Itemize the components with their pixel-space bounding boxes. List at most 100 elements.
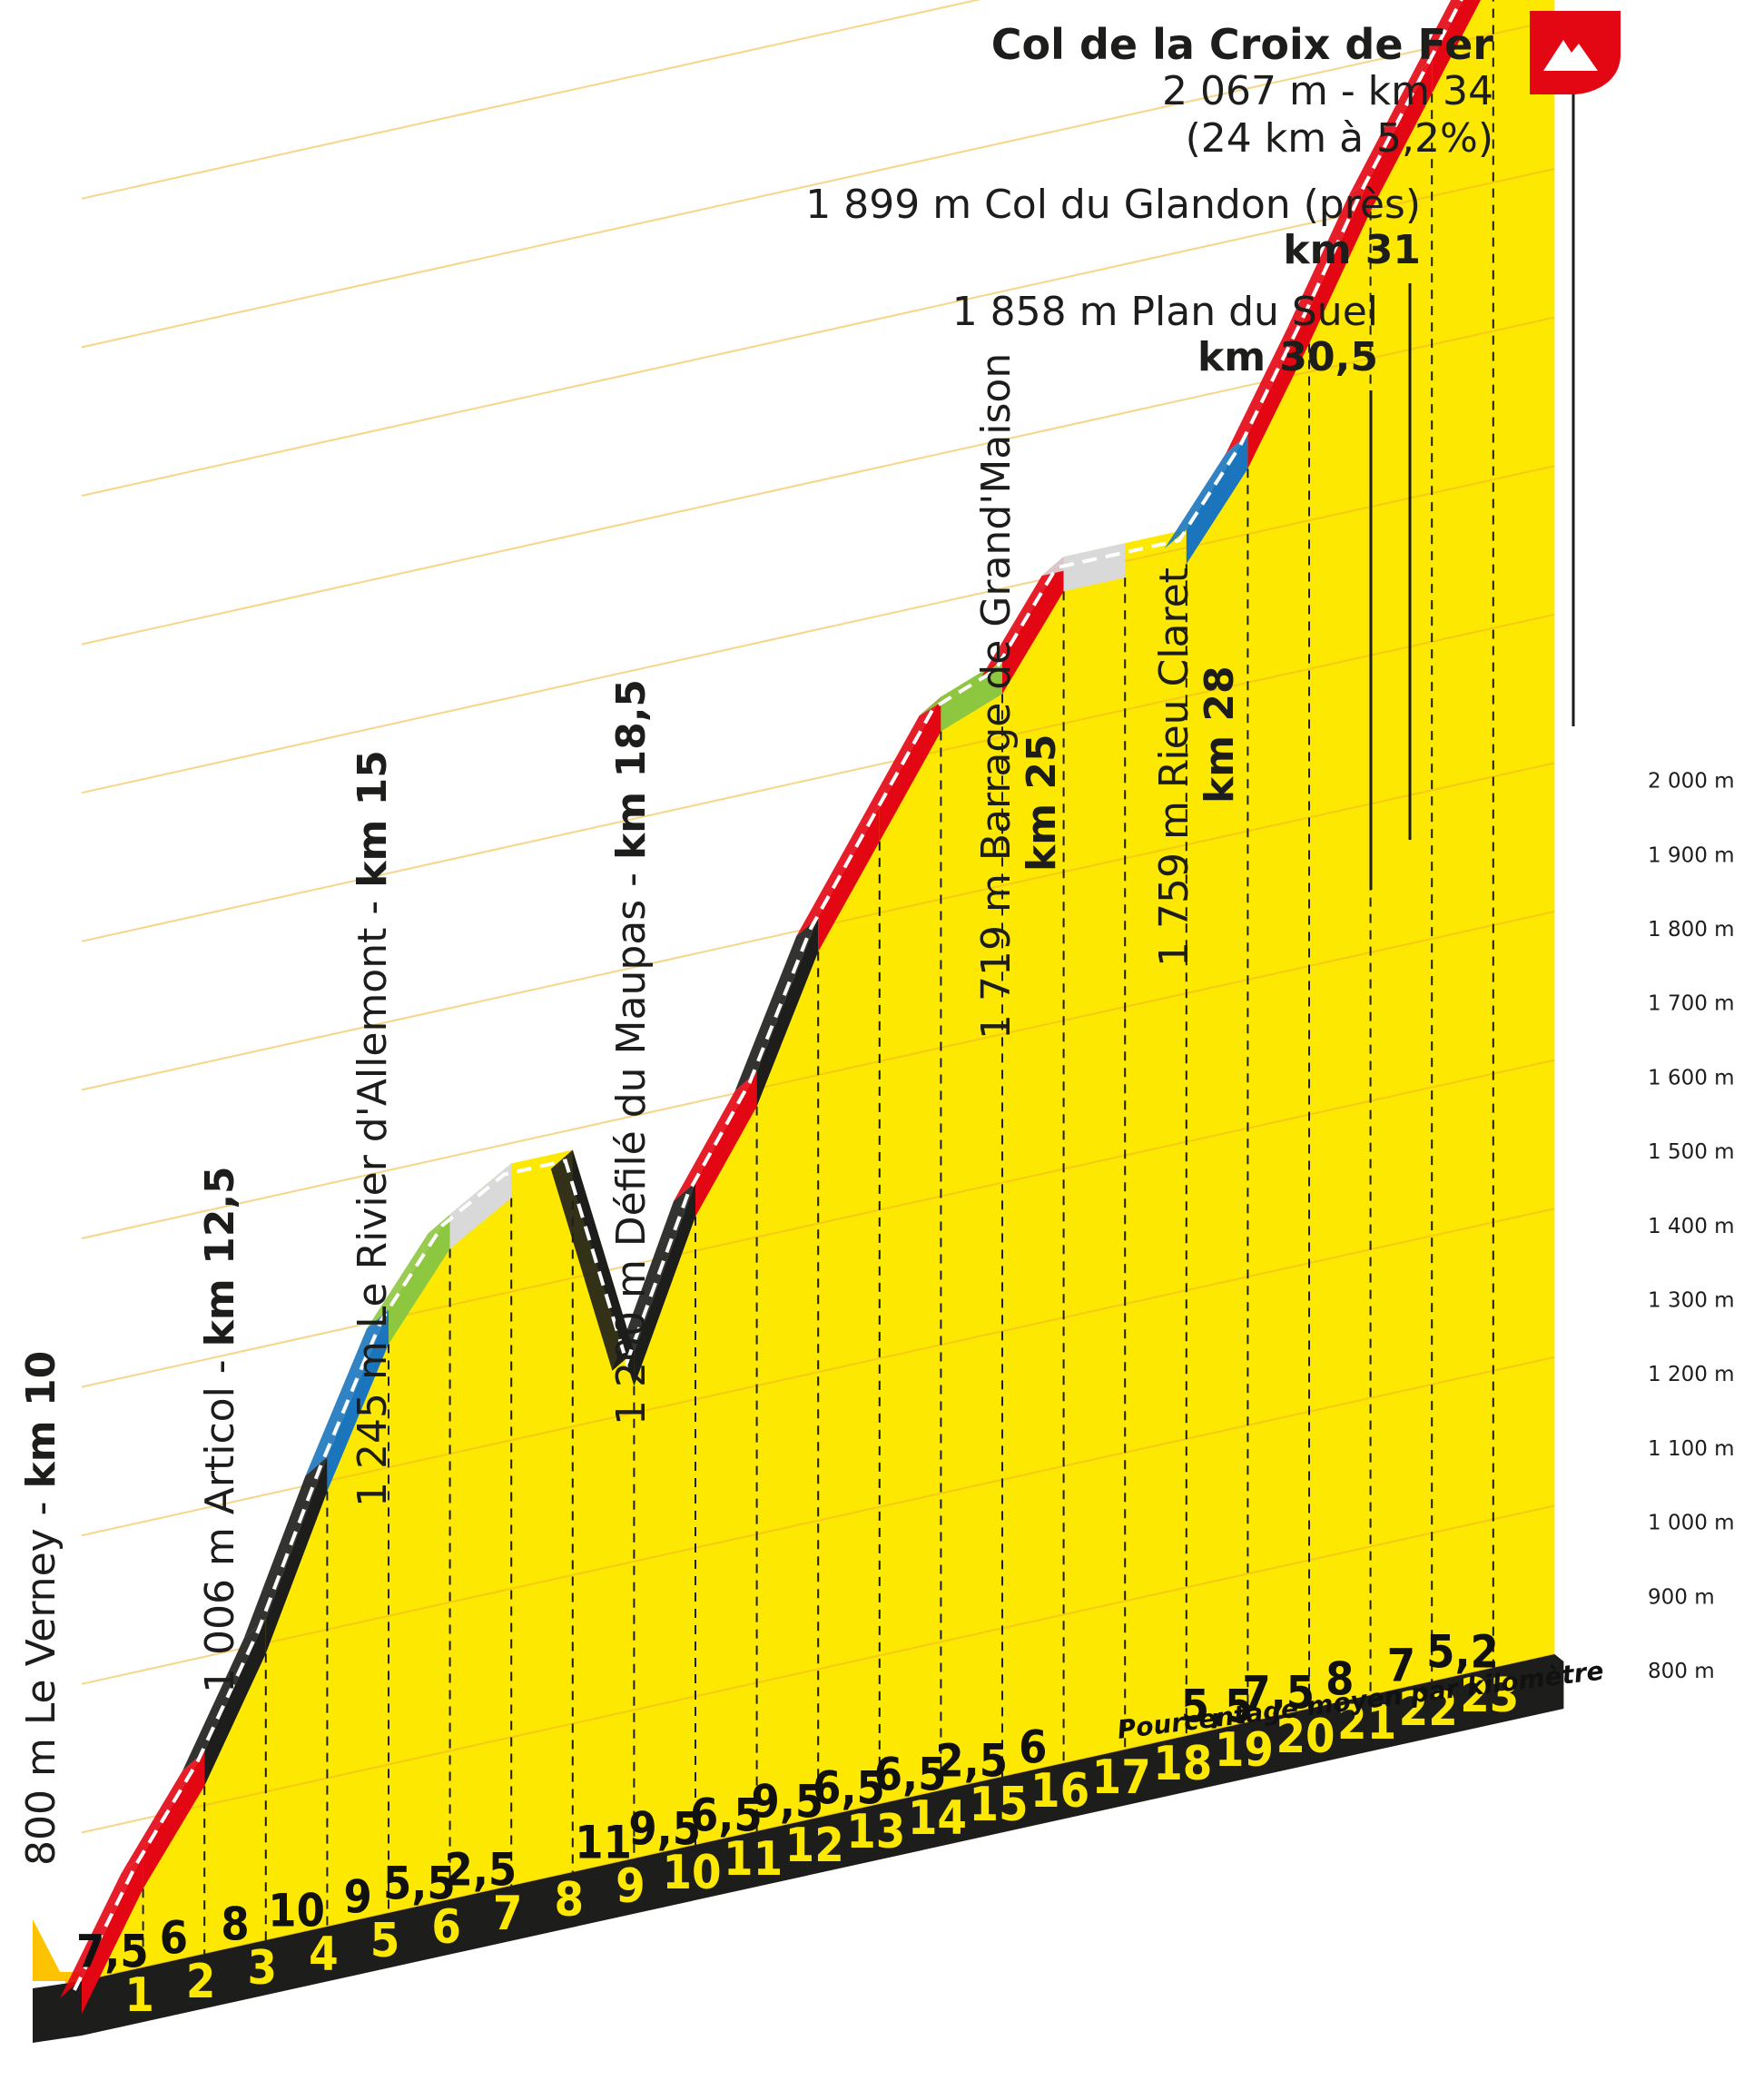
grid-line [81,465,1555,794]
road-segment [449,1163,512,1249]
road-segment [265,1456,328,1654]
y-tick-label: 1 500 m [1648,1140,1735,1164]
gradient-label: 6 [160,1912,188,1965]
road-ribbon-layer [60,0,1482,2014]
km-label: 10 [662,1846,721,1900]
road-segment [1309,176,1371,344]
centerline-layer [73,0,1463,1991]
grid-line [81,0,981,200]
annotation-articol: 1 006 m Articol - km 12,5 [197,1166,243,1693]
road-segment-top [60,1854,143,1998]
road-segment-top [857,696,941,826]
road-segment [1002,557,1064,695]
grid-line [81,316,1555,646]
road-segment [818,806,880,952]
gradient-label: 2,5 [935,1735,1008,1788]
road-segment [1370,59,1433,212]
road-segment [204,1619,266,1787]
km-label: 5 [370,1914,400,1968]
road-segment-top [1287,176,1371,329]
gradient-label: 6,5 [690,1789,763,1842]
road-segment [695,1071,757,1217]
annotation-le-rivier: 1 245 m Le Rivier d'Allemont - km 15 [350,750,396,1507]
km-label: 22 [1399,1682,1458,1737]
y-axis-ticks: 800 m 900 m 1 000 m 1 100 m 1 200 m 1 300 m 1 … [1648,770,1735,1683]
summit-climb-stats: (24 km à 5,2%) [1186,115,1493,162]
road-segment [143,1751,205,1889]
gradient-label: 6 [1019,1721,1047,1774]
gradient-label: 5,5 [383,1858,456,1910]
label-plan-du-suel-km: km 30,5 [1197,334,1378,380]
road-segment-top [305,1309,389,1476]
km-label: 14 [908,1791,967,1846]
gradient-label: 6,5 [813,1762,885,1815]
km-label: 18 [1153,1737,1212,1791]
gradient-label: 7,5 [76,1926,149,1978]
km-label: 23 [1460,1669,1519,1723]
km-label: 11 [724,1832,783,1887]
y-tick-label: 1 600 m [1648,1066,1735,1089]
km-label: 20 [1276,1710,1335,1764]
grid-line [81,168,1555,497]
road-segment-top [674,1071,757,1201]
km-label: 19 [1215,1723,1274,1778]
annotation-barrage-km: km 25 [1019,734,1065,872]
annotation-defile-du-maupas: 1 200 m Défilé du Maupas - km 18,5 [608,679,655,1425]
road-centerline [73,0,1463,1991]
label-col-du-glandon-km: km 31 [1283,227,1421,273]
y-tick-label: 1 100 m [1648,1437,1735,1461]
label-col-du-glandon: 1 899 m Col du Glandon (près) [805,182,1421,228]
base-band [33,1654,1564,2043]
summit-name: Col de la Croix de Fer [991,20,1494,69]
annotation-barrage-grand-maison: 1 719 m Barrage de Grand'Maison [973,353,1020,1040]
road-segment [1432,0,1482,94]
annotation-rieu-claret-km: km 28 [1197,665,1243,804]
road-segment [1247,309,1309,469]
km-label: 17 [1092,1750,1151,1805]
road-segment [572,1149,635,1386]
gradient-label: 9 [344,1871,372,1924]
km-label: 4 [309,1927,339,1982]
road-segment-top [243,1456,328,1639]
road-segment [327,1309,389,1492]
km-label: 8 [555,1873,585,1927]
annotation-le-verney: 800 m Le Verney - km 10 [18,1351,64,1866]
y-tick-label: 900 m [1648,1585,1715,1609]
gradient-label: 9,5 [752,1776,824,1829]
gradient-label: 10 [268,1885,325,1937]
gradient-label: 8 [1325,1653,1354,1706]
road-segment [634,1181,695,1386]
grid-line [81,19,1555,349]
km-label: 6 [431,1900,461,1955]
road-segment [82,1854,143,2014]
road-segment-top [1226,309,1309,454]
gradient-label: 9,5 [628,1803,701,1856]
km-label: 16 [1030,1764,1089,1819]
road-segment [941,659,1002,732]
km-label: 3 [248,1941,278,1996]
mountain-icon [1543,40,1598,71]
road-segment-top [980,557,1064,679]
y-tick-label: 1 300 m [1648,1289,1735,1313]
label-plan-du-suel: 1 858 m Plan du Suel [952,289,1378,335]
y-tick-label: 1 900 m [1648,843,1735,867]
road-segment [1186,434,1248,565]
road-segment-top [121,1751,205,1874]
summit-altitude: 2 067 m - km 34 [1162,68,1493,114]
y-tick-label: 1 000 m [1648,1512,1735,1535]
gradient-label: 2,5 [445,1844,517,1897]
km-label: 15 [969,1778,1028,1832]
y-tick-label: 1 200 m [1648,1363,1735,1386]
gradient-label: 11 [575,1817,632,1869]
y-tick-label: 1 400 m [1648,1215,1735,1238]
km-labels: 1 2 3 4 5 6 7 8 9 10 11 12 13 14 15 16 17 18 19 20 21 22 23 [124,1669,1519,2023]
base-band-layer [33,1654,1564,2043]
y-tick-label: 2 000 m [1648,770,1735,794]
annotation-rieu-claret: 1 759 m Rieu Claret [1151,567,1197,967]
road-segment [879,696,941,842]
gradient-label: 6,5 [874,1749,947,1801]
road-segment [756,917,819,1107]
km-label: 9 [616,1859,645,1914]
